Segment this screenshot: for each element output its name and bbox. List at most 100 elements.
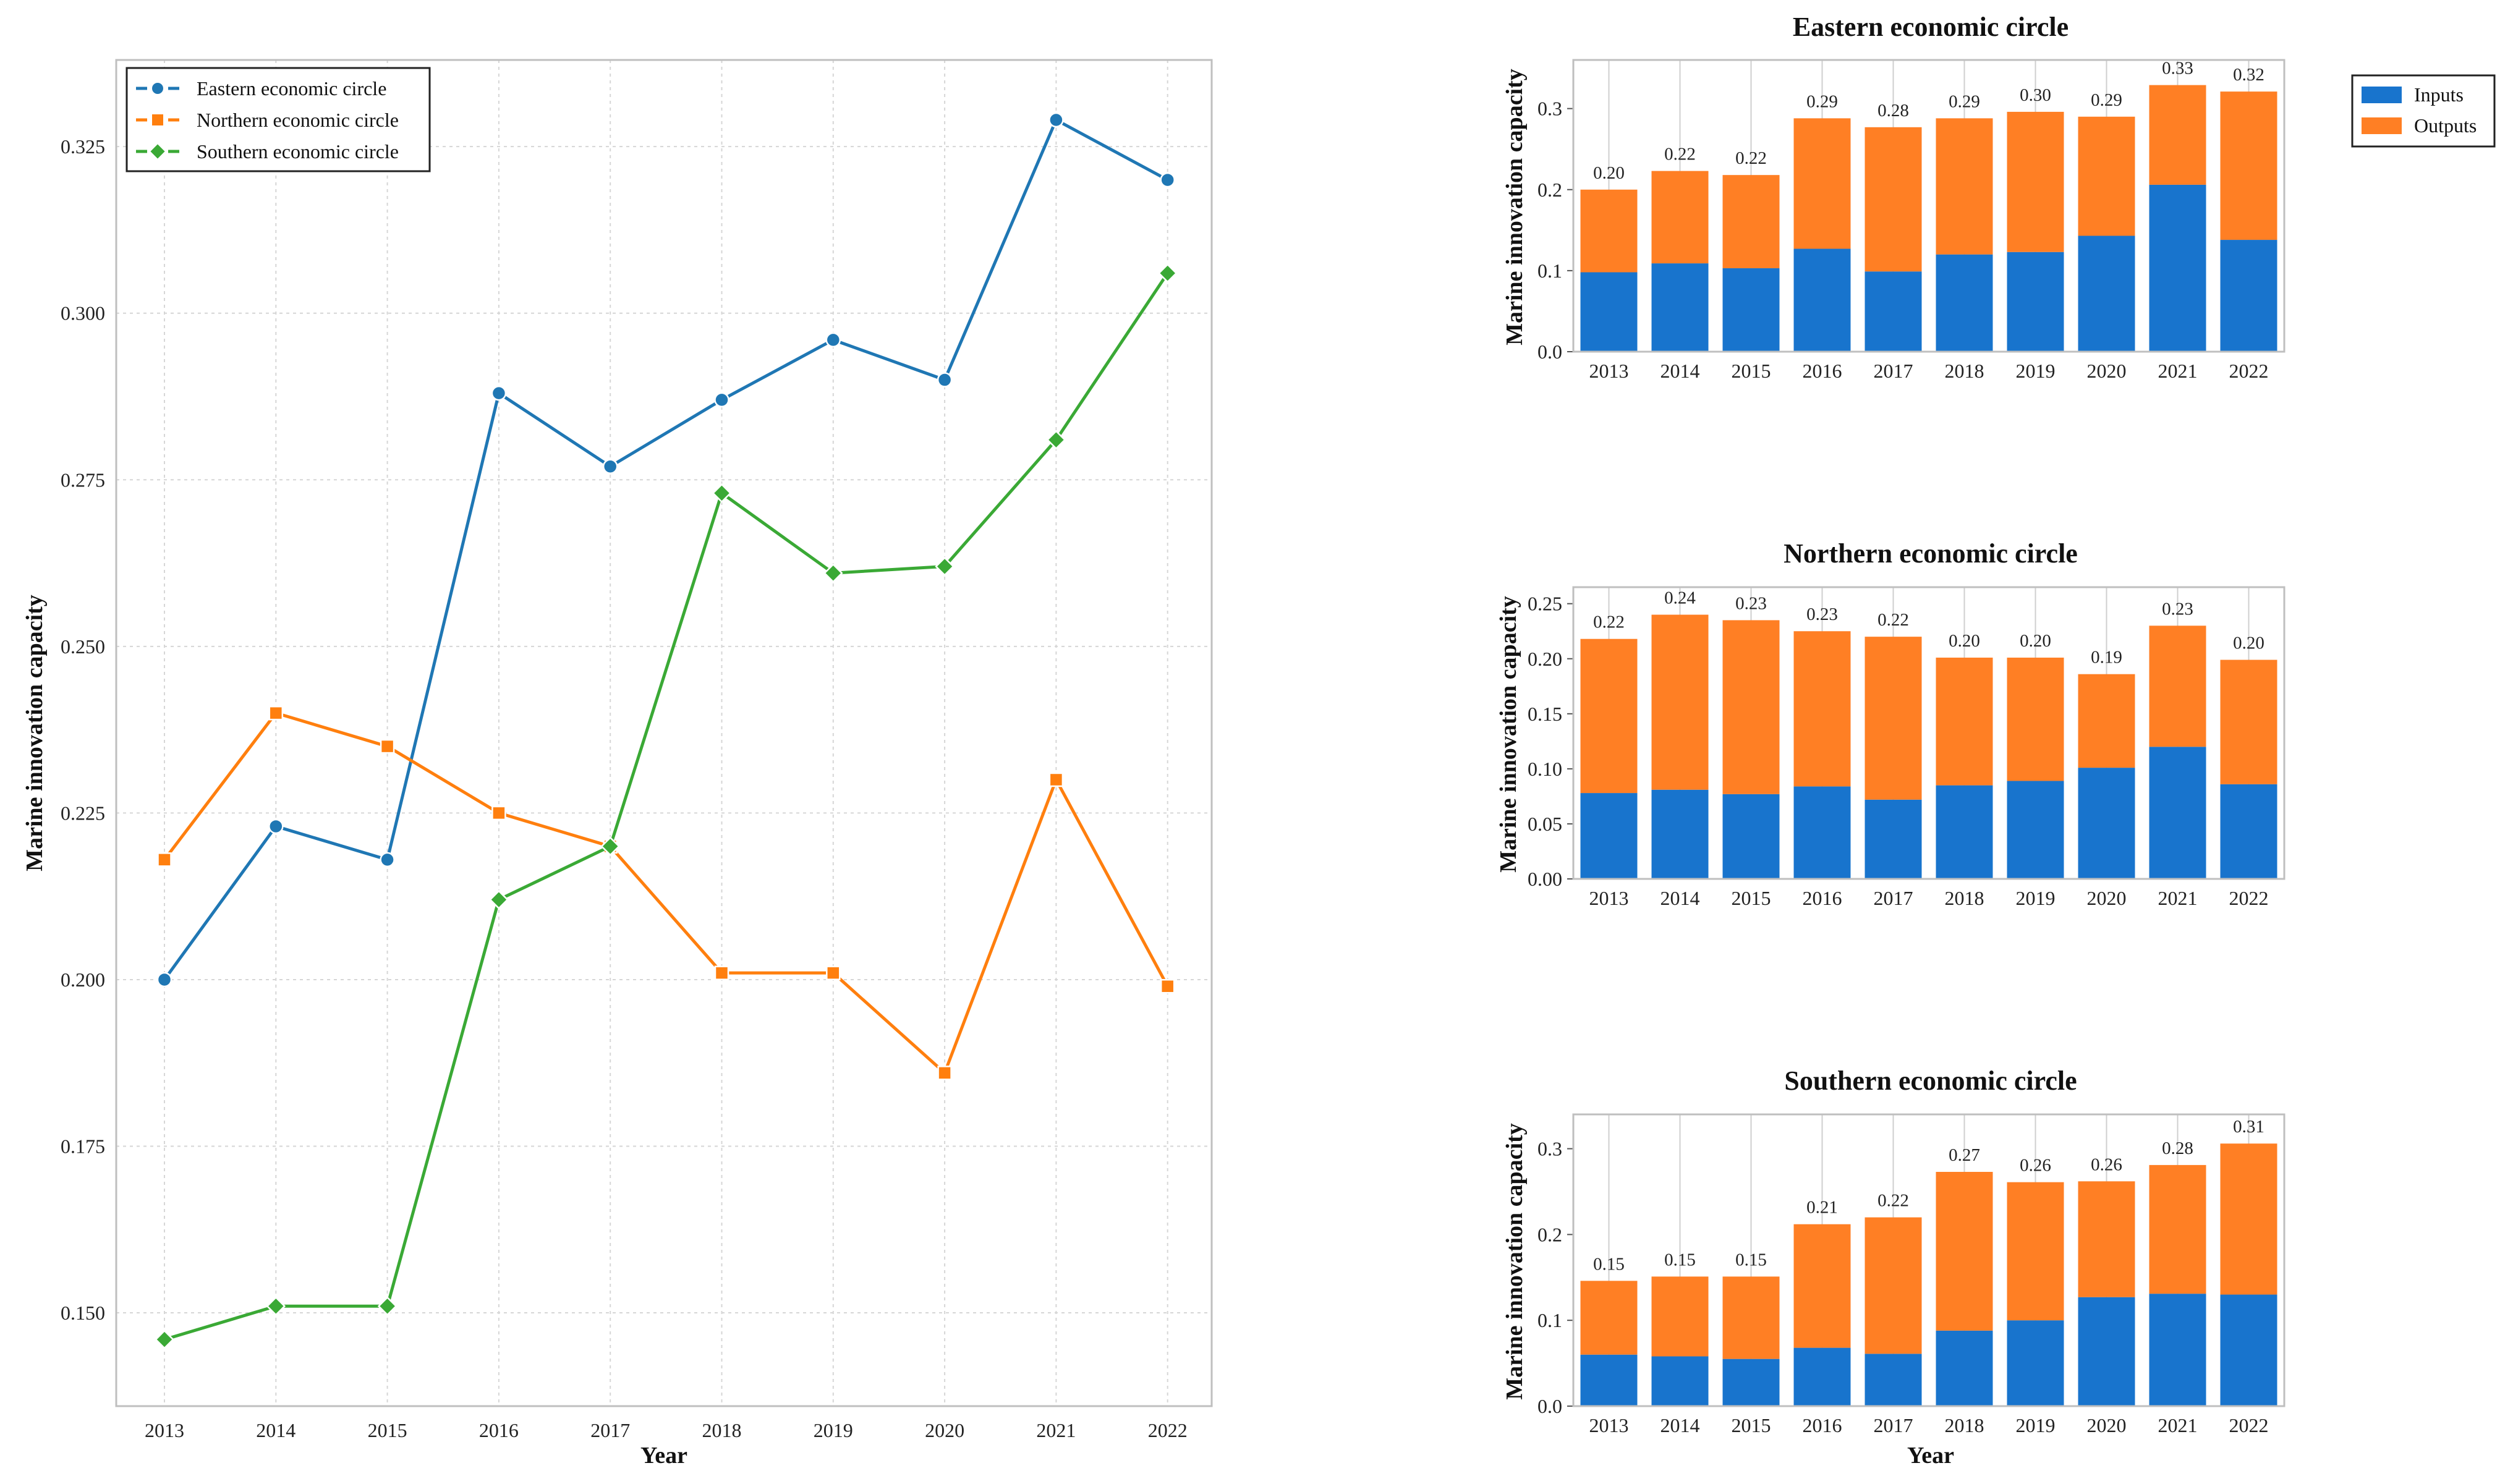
bar-x-tick-label: 2013 [1589,360,1629,382]
legend-swatch-inputs [2362,87,2402,103]
bar-segment-inputs [1580,1354,1638,1406]
bar-total-label: 0.30 [2020,85,2051,105]
bar-x-tick-label: 2017 [1874,1414,1913,1436]
bar-segment-outputs [2078,674,2135,768]
bar-y-tick-label: 0.1 [1537,1309,1562,1331]
data-point [1048,112,1064,128]
bar-segment-inputs [2078,1297,2135,1406]
bar-y-tick-label: 0.20 [1528,648,1562,670]
bar-total-label: 0.24 [1664,588,1696,608]
bar-segment-inputs [2007,1320,2064,1406]
bar-total-label: 0.32 [2233,65,2264,85]
legend-label-inputs: Inputs [2414,83,2464,106]
bar-x-tick-label: 2022 [2229,887,2269,909]
line-x-tick-label: 2022 [1148,1419,1188,1441]
bar-segment-outputs [2149,85,2206,185]
bar-total-label: 0.23 [1806,604,1838,624]
bar-segment-inputs [1651,263,1709,352]
bar-panel-northern: Northern economic circle Marine innovati… [1495,538,2286,909]
bar-total-label: 0.22 [1664,145,1696,164]
bar-segment-outputs [2149,1164,2206,1294]
line-x-tick-label: 2016 [479,1419,519,1441]
data-point [1048,772,1064,787]
bar-segment-inputs [1793,1347,1851,1406]
bar-x-tick-label: 2015 [1732,887,1771,909]
bar-segment-outputs [1793,631,1851,787]
line-y-ticks: 0.150 0.175 0.200 0.225 0.250 0.275 0.300 0.325 [61,135,105,1324]
data-point [937,1066,952,1080]
line-x-tick-label: 2018 [702,1419,742,1441]
bar-segment-inputs [1722,268,1780,352]
bar-y-tick-label: 0.05 [1528,813,1562,835]
legend-label-southern: Southern economic circle [197,140,399,163]
bar-total-label: 0.27 [1949,1145,1980,1165]
bar-panel-eastern-y-label: Marine innovation capacity [1502,69,1528,346]
legend-circle-marker-icon [151,82,164,95]
bar-total-label: 0.15 [1593,1254,1625,1274]
bar-legend-entry-outputs: Outputs [2362,114,2477,137]
bar-segment-inputs [2149,747,2206,879]
bar-total-label: 0.21 [1806,1198,1838,1218]
bar-x-tick-label: 2020 [2087,360,2127,382]
line-y-tick-label: 0.275 [61,469,105,491]
bar-stacks: 0.22 0.24 0.23 0.23 0.22 0.20 0.20 0.19 0.23 0.20 [1580,588,2277,879]
legend-diamond-marker-icon [148,142,167,161]
line-x-tick-label: 2017 [590,1419,630,1441]
data-point [266,1296,286,1317]
bar-x-tick-label: 2016 [1803,1414,1842,1436]
legend-square-marker-icon [151,113,164,127]
data-point [826,965,841,980]
bar-segment-outputs [1722,1276,1780,1359]
data-point [157,852,172,867]
bar-total-label: 0.19 [2091,648,2122,668]
bar-segment-outputs [1865,637,1922,800]
bar-segment-outputs [1651,1276,1709,1357]
data-point [935,556,955,577]
bar-plot-frame [1572,586,2286,880]
bar-segment-inputs [1793,786,1851,879]
line-chart: 0.150 0.175 0.200 0.225 0.250 0.275 0.300 0.325… [22,59,1213,1469]
bar-segment-inputs [1722,1359,1780,1406]
bar-segment-outputs [1580,189,1638,273]
bar-x-tick-label: 2013 [1589,1414,1629,1436]
bar-y-tick-label: 0.0 [1537,341,1562,363]
line-series [155,112,1178,1349]
bar-y-tick-label: 0.2 [1537,1223,1562,1245]
bar-segment-outputs [1651,614,1709,790]
bar-panel-northern-y-label: Marine innovation capacity [1495,596,1521,873]
series-line [163,711,1169,1075]
line-plot-area [116,60,1212,1406]
bar-stacks: 0.15 0.15 0.15 0.21 0.22 0.27 0.26 0.26 0.28 0.31 [1580,1117,2277,1406]
bar-total-label: 0.23 [1735,593,1767,613]
bar-segment-outputs [1865,127,1922,272]
bar-y-tick-label: 0.0 [1537,1395,1562,1417]
bar-total-label: 0.15 [1664,1250,1696,1270]
bar-total-label: 0.22 [1593,613,1625,632]
bar-segment-inputs [2078,235,2135,352]
bar-segment-inputs [1651,789,1709,879]
bar-total-label: 0.22 [1877,610,1909,630]
bar-legend-entry-inputs: Inputs [2362,83,2464,106]
legend-swatch-outputs [2362,117,2402,134]
bar-segment-inputs [2007,781,2064,879]
data-point [380,852,395,868]
bar-segment-outputs [1580,1281,1638,1355]
bar-panel-southern-y-label: Marine innovation capacity [1502,1123,1528,1400]
bar-x-tick-label: 2015 [1732,360,1771,382]
bar-x-tick-label: 2016 [1803,360,1842,382]
line-legend: Eastern economic circle Northern economi… [125,67,431,172]
bar-x-tick-label: 2020 [2087,1414,2127,1436]
bar-y-tick-label: 0.1 [1537,260,1562,282]
bar-x-tick-label: 2019 [2016,1414,2056,1436]
line-y-tick-label: 0.300 [61,302,105,324]
data-point [380,739,395,754]
bar-segment-outputs [2007,111,2064,252]
bar-segment-outputs [1936,118,1993,255]
bar-segment-inputs [1793,248,1851,352]
bar-total-label: 0.29 [1806,91,1838,111]
data-point [712,483,732,503]
legend-entry-eastern: Eastern economic circle [136,77,386,100]
bar-total-label: 0.20 [2233,634,2264,653]
bar-segment-outputs [2007,657,2064,781]
bar-total-label: 0.23 [2162,599,2193,619]
